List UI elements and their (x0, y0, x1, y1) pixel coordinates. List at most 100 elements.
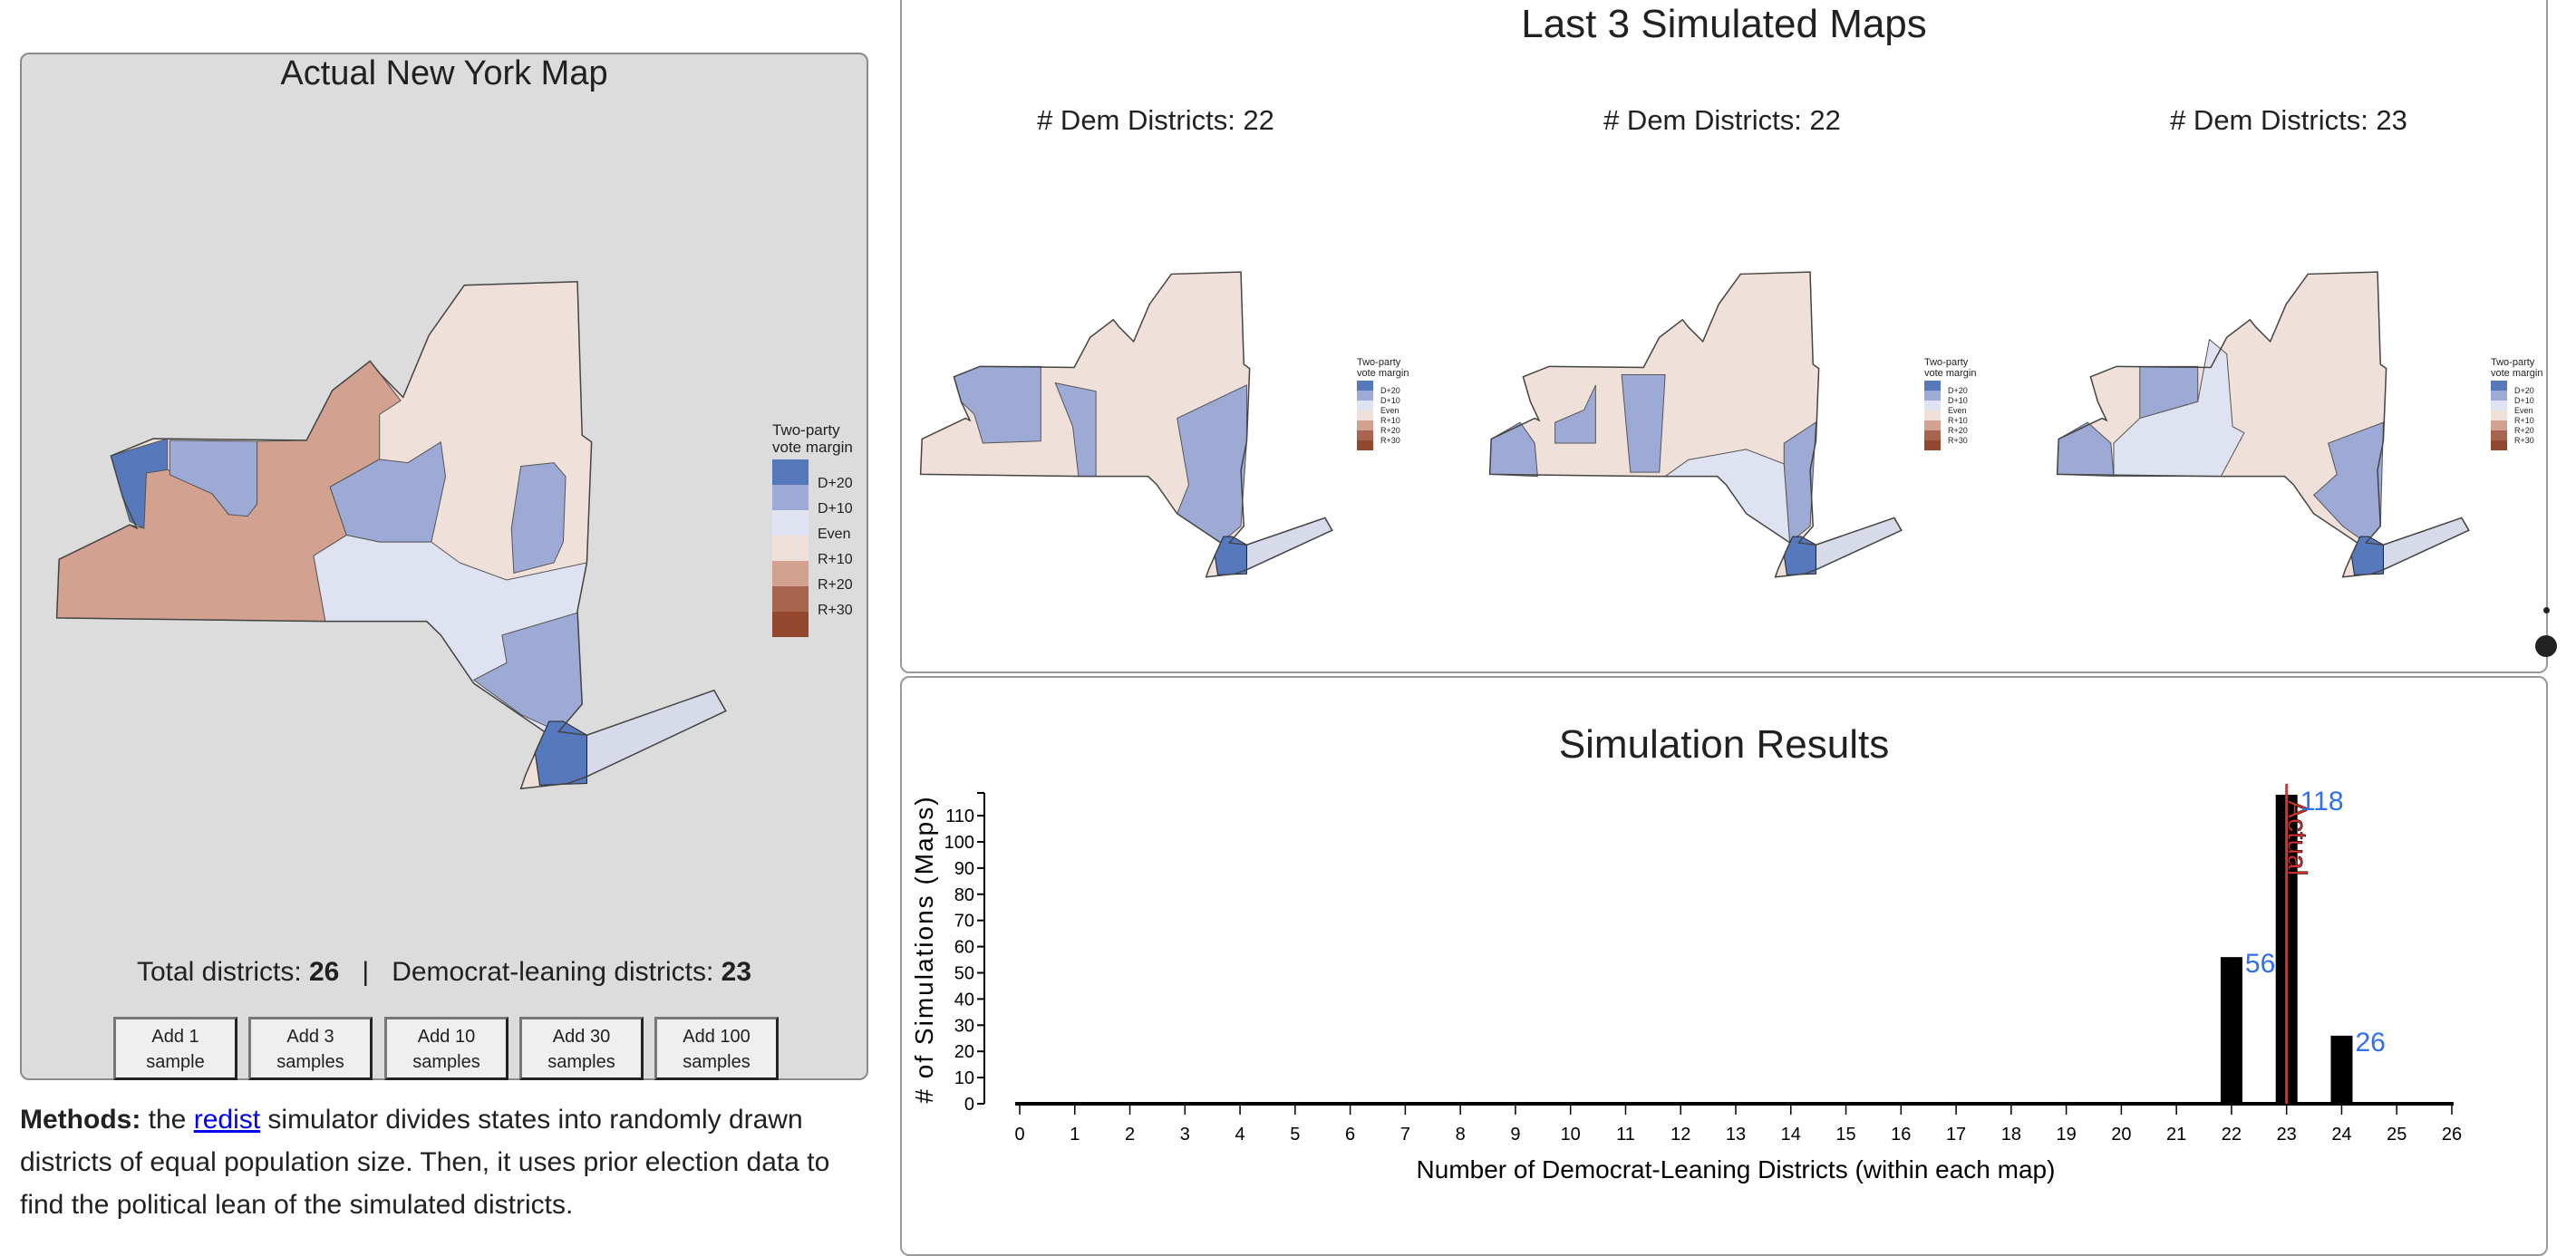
legend-label: R+20 (818, 577, 853, 593)
actual-line-label: Actual (2282, 800, 2312, 875)
legend-label: D+10 (1380, 396, 1400, 405)
button-label: Add 30 (552, 1027, 611, 1047)
dem-districts-label: Democrat-leaning districts: (392, 957, 714, 987)
legend-title: Two-party vote margin (1357, 357, 1409, 379)
district-region (169, 440, 257, 517)
legend-swatch (2491, 430, 2507, 440)
legend-title: Two-party vote margin (1924, 357, 1976, 379)
bar-22 (2220, 957, 2242, 1104)
x-tick-label: 24 (2331, 1125, 2351, 1145)
simulated-map-2 (1488, 271, 1904, 579)
legend-label: R+10 (818, 552, 853, 567)
x-tick-label: 5 (1290, 1125, 1300, 1145)
y-tick-label: 100 (944, 833, 974, 853)
button-label: samples (683, 1052, 751, 1072)
sim-map-1-legend: Two-party vote margin D+20 D+10 Even R+10 R+20… (1357, 357, 1409, 450)
long-island-district (1246, 517, 1332, 569)
button-label: samples (412, 1052, 480, 1072)
state-outline (921, 272, 1332, 577)
legend-label: R+20 (1380, 426, 1400, 435)
legend-swatch (1357, 391, 1373, 401)
sim-map-2-title: # Dem Districts: 22 (1603, 104, 1841, 136)
legend-label: R+20 (2514, 426, 2534, 435)
button-label: samples (547, 1052, 615, 1072)
x-tick-label: 7 (1400, 1125, 1410, 1145)
legend-swatch (1924, 411, 1941, 420)
legend-label: Even (1380, 406, 1399, 415)
sim-map-2-legend: Two-party vote margin D+20 D+10 Even R+10 R+20… (1924, 357, 1976, 450)
add-1-sample-button[interactable]: Add 1 sample (113, 1017, 237, 1080)
legend-swatch (772, 536, 809, 561)
legend-swatch (1357, 420, 1373, 430)
legend-swatch (2491, 381, 2507, 391)
legend-swatch (1924, 440, 1941, 450)
y-tick-label: 90 (954, 859, 974, 879)
legend-swatch (1924, 420, 1941, 430)
legend-label: D+10 (818, 501, 853, 517)
legend-label: D+20 (1380, 386, 1400, 395)
district-region (1555, 385, 1596, 443)
legend-swatch (772, 612, 809, 637)
button-label: samples (276, 1052, 344, 1072)
legend-swatch (1357, 440, 1373, 450)
simulated-map-3 (2056, 271, 2472, 579)
legend-swatch (772, 561, 809, 586)
y-tick-label: 50 (954, 964, 974, 984)
legend-label: R+20 (1948, 426, 1968, 435)
sim-map-3-legend: Two-party vote margin D+20 D+10 Even R+10 R+20… (2491, 357, 2542, 450)
simulation-results-panel (900, 676, 2548, 1256)
legend-swatch (1357, 381, 1373, 391)
simulated-map-1 (919, 271, 1335, 579)
button-label: sample (146, 1052, 205, 1072)
x-tick-label: 15 (1835, 1125, 1855, 1145)
x-tick-label: 17 (1946, 1125, 1966, 1145)
y-axis-label: # of Simulations (Maps) (910, 795, 938, 1103)
legend-label: Even (2514, 406, 2533, 415)
button-label: Add 10 (417, 1027, 476, 1047)
x-tick-label: 14 (1781, 1125, 1801, 1145)
methods-label: Methods: (20, 1105, 141, 1135)
district-region (511, 463, 566, 574)
x-tick-label: 26 (2442, 1125, 2462, 1145)
legend-swatch (2491, 440, 2507, 450)
add-3-samples-button[interactable]: Add 3 samples (248, 1017, 373, 1080)
legend-swatch (1357, 411, 1373, 420)
legend-swatch (772, 459, 809, 485)
x-tick-label: 9 (1510, 1125, 1520, 1145)
x-tick-label: 2 (1125, 1125, 1135, 1145)
legend-label: R+10 (1380, 416, 1400, 425)
resize-handle[interactable] (2535, 635, 2557, 657)
redist-link[interactable]: redist (193, 1105, 261, 1135)
x-tick-label: 25 (2387, 1125, 2407, 1145)
legend-swatch (2491, 401, 2507, 411)
state-base (1489, 272, 1902, 577)
total-districts-label: Total districts: (136, 957, 302, 987)
add-10-samples-button[interactable]: Add 10 samples (384, 1017, 508, 1080)
legend-swatch (2491, 411, 2507, 420)
x-tick-label: 4 (1235, 1125, 1245, 1145)
legend-title-1: Two-party (2491, 357, 2535, 368)
x-axis-label: Number of Democrat-Leaning Districts (wi… (1417, 1155, 2056, 1184)
actual-map-title: Actual New York Map (280, 54, 608, 92)
methods-pre: the (140, 1105, 194, 1135)
state-base (2057, 272, 2469, 577)
summary-separator: | (362, 957, 370, 987)
long-island-district (1816, 517, 1901, 569)
x-tick-label: 22 (2222, 1125, 2242, 1145)
legend-label: R+30 (818, 603, 853, 618)
add-100-samples-button[interactable]: Add 100 samples (654, 1017, 779, 1080)
bar-label-24: 26 (2355, 1028, 2385, 1058)
y-tick-label: 70 (954, 912, 974, 932)
legend-swatch (1924, 381, 1941, 391)
resize-handle-small[interactable] (2543, 607, 2550, 614)
add-30-samples-button[interactable]: Add 30 samples (519, 1017, 644, 1080)
x-tick-label: 11 (1616, 1125, 1635, 1145)
district-region (1784, 422, 1816, 543)
x-tick-label: 18 (2001, 1125, 2021, 1145)
long-island-district (2383, 517, 2468, 569)
legend-swatch (2491, 391, 2507, 401)
legend-label: D+20 (818, 476, 853, 491)
legend-swatch (772, 510, 809, 536)
legend-title: Two-party vote margin (2491, 357, 2542, 379)
